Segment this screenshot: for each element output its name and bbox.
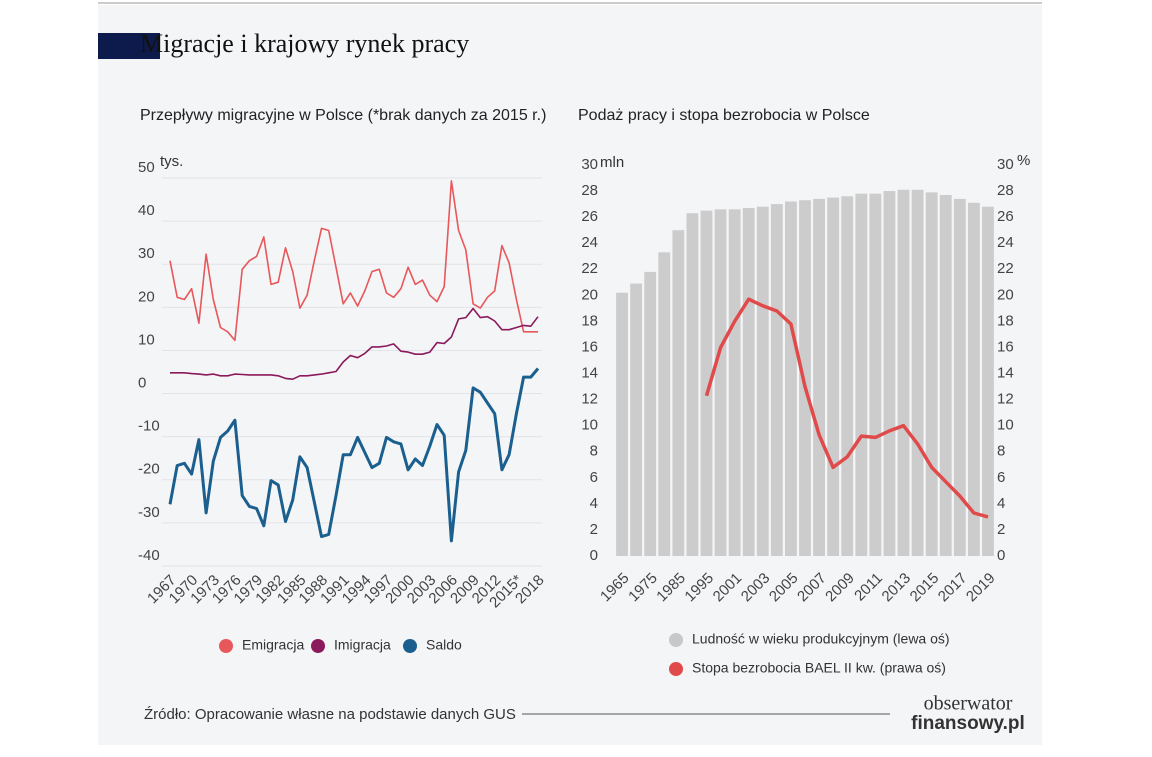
logo: finansowy.pl xyxy=(911,713,1025,734)
line xyxy=(169,180,538,342)
y-tick-label: 2 xyxy=(590,521,598,538)
legend-label: Emigracja xyxy=(242,637,304,653)
bar xyxy=(799,200,811,556)
legend-marker xyxy=(403,639,417,653)
y-tick-label: 40 xyxy=(138,202,155,219)
bar xyxy=(953,198,966,557)
bar xyxy=(897,189,910,556)
y-tick-label: 26 xyxy=(581,208,598,225)
bar xyxy=(925,192,938,556)
bar xyxy=(869,193,882,556)
y-tick-label: 28 xyxy=(581,182,598,199)
bar xyxy=(630,283,643,556)
y-tick-label: 0 xyxy=(590,547,598,564)
y-tick-label: 24 xyxy=(581,234,598,251)
page-title: Migracje i krajowy rynek pracy xyxy=(140,29,469,58)
y-tick-label: 30 xyxy=(138,245,155,262)
bar xyxy=(616,292,628,556)
y2-tick-label: 28 xyxy=(997,182,1014,199)
chart-title: Podaż pracy i stopa bezrobocia w Polsce xyxy=(578,107,870,124)
legend-label: Stopa bezrobocia BAEL II kw. (prawa oś) xyxy=(692,660,946,676)
source: Źródło: Opracowanie własne na podstawie … xyxy=(144,706,516,723)
bar xyxy=(742,208,755,556)
y2-tick-label: 30 xyxy=(997,156,1014,173)
y2-tick-label: 22 xyxy=(997,260,1014,277)
y-tick-label: -20 xyxy=(138,461,160,478)
logo: obserwator xyxy=(924,693,1013,715)
y2-tick-label: 6 xyxy=(997,469,1005,486)
y-tick-label: 10 xyxy=(138,331,155,348)
y2-tick-label: 20 xyxy=(997,286,1014,303)
legend-label: Ludność w wieku produkcyjnym (lewa oś) xyxy=(692,631,950,647)
y-tick-label: -10 xyxy=(138,418,160,435)
bar xyxy=(700,210,713,556)
y2-tick-label: 18 xyxy=(997,312,1014,329)
y2-unit: % xyxy=(1017,152,1030,169)
legend-marker xyxy=(219,639,233,653)
y2-tick-label: 2 xyxy=(997,521,1005,538)
y-tick-label: 30 xyxy=(581,156,598,173)
bar xyxy=(982,206,994,556)
bar xyxy=(644,271,657,556)
bar xyxy=(658,252,671,556)
y-tick-label: 20 xyxy=(138,288,155,305)
y2-tick-label: 10 xyxy=(997,417,1014,434)
bar xyxy=(967,202,980,556)
y2-tick-label: 8 xyxy=(997,443,1005,460)
bar xyxy=(672,230,685,556)
y-tick-label: 22 xyxy=(581,260,598,277)
legend-marker xyxy=(669,662,683,676)
y-tick-label: 6 xyxy=(590,469,598,486)
legend-label: Imigracja xyxy=(334,637,391,653)
y-tick-label: 10 xyxy=(581,417,598,434)
line xyxy=(170,307,539,380)
y-tick-label: 4 xyxy=(590,495,598,512)
legend-label: Saldo xyxy=(426,637,462,653)
y2-tick-label: 4 xyxy=(997,495,1005,512)
y-tick-label: 20 xyxy=(581,286,598,303)
bar xyxy=(911,189,924,556)
bar xyxy=(883,191,896,557)
y2-tick-label: 14 xyxy=(997,365,1014,382)
y2-tick-label: 24 xyxy=(997,234,1014,251)
bar xyxy=(939,194,952,556)
chart-title: Przepływy migracyjne w Polsce (*brak dan… xyxy=(140,107,546,124)
y-tick-label: 18 xyxy=(581,312,598,329)
y-tick-label: 12 xyxy=(581,391,598,408)
title-block xyxy=(98,33,160,59)
bar xyxy=(813,198,825,557)
y2-tick-label: 16 xyxy=(997,338,1014,355)
legend-marker xyxy=(669,633,683,647)
bar xyxy=(841,196,854,556)
y-tick-label: 14 xyxy=(581,365,598,382)
bar xyxy=(714,209,727,556)
bar xyxy=(728,209,741,556)
y-tick-label: 8 xyxy=(590,443,598,460)
y-tick-label: 16 xyxy=(581,338,598,355)
bar xyxy=(756,206,769,556)
y2-tick-label: 12 xyxy=(997,391,1014,408)
y-tick-label: 0 xyxy=(138,375,146,392)
line xyxy=(704,297,989,519)
y-tick-label: 50 xyxy=(138,159,155,176)
bar xyxy=(785,201,797,556)
y2-tick-label: 0 xyxy=(997,547,1005,564)
bar xyxy=(686,213,699,556)
y-unit: tys. xyxy=(160,153,183,170)
y-tick-label: -30 xyxy=(138,504,160,521)
bar xyxy=(827,197,840,557)
y-tick-label: -40 xyxy=(138,547,160,564)
line xyxy=(168,367,540,543)
bar xyxy=(855,193,868,556)
legend-marker xyxy=(311,639,325,653)
y2-tick-label: 26 xyxy=(997,208,1014,225)
y-unit: mln xyxy=(600,154,624,171)
bar xyxy=(770,204,783,556)
